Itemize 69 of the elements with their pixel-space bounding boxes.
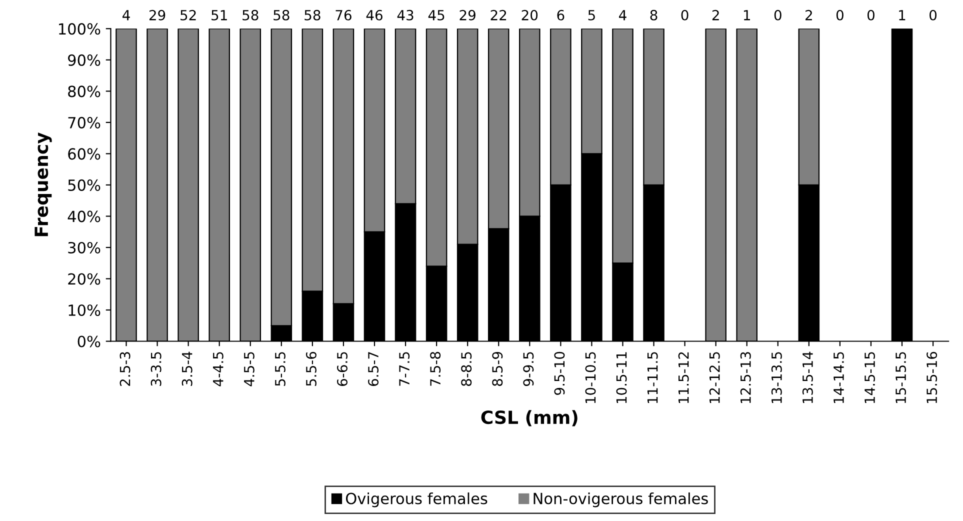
text: 1 [744,10,750,20]
x-tick-label: 9.5-10 [554,352,565,395]
x-tick-label: 10-10.5 [585,352,596,404]
text: 58 [274,10,290,20]
text: 4 [619,10,626,20]
x-tick-label: 6.5-7 [368,352,379,386]
text: 0 [930,10,937,20]
text: 6 [557,10,564,20]
text: 0 [836,10,844,20]
legend-label: Ovigerous females [346,492,488,508]
x-tick-label: 13-13.5 [771,352,782,404]
y-tick-label: 10% [68,304,100,316]
text: 0 [867,10,874,20]
x-tick-label: 12-12.5 [709,352,720,404]
text: 1 [899,10,906,20]
text: 51 [212,10,227,20]
text: 22 [490,10,506,20]
text: 0 [681,10,688,20]
x-tick-label: 11-11.5 [647,352,658,404]
x-tick-label: 3.5-4 [182,352,192,386]
text: 46 [366,10,382,20]
text: 29 [460,10,476,20]
y-tick-label: 30% [68,242,100,254]
x-tick-label: 10.5-11 [616,352,627,404]
x-tick-label: 14.5-15 [864,352,876,404]
y-tick-label: 100% [59,23,100,35]
text: 2 [806,10,812,20]
y-axis-title: Frequency [34,132,52,236]
text: 52 [180,10,196,20]
text: 0 [774,10,782,20]
y-tick-label: 60% [68,148,100,160]
text: 5 [588,10,595,20]
x-tick-label: 5-5.5 [275,352,286,386]
text: 29 [149,10,166,20]
x-tick-label: 11.5-12 [678,352,689,404]
x-tick-label: 4.5-5 [244,352,254,386]
y-tick-label: 50% [68,179,100,191]
x-tick-label: 6-6.5 [336,352,348,386]
legend-label: Non-ovigerous females [534,492,708,508]
y-tick-label: 20% [68,273,100,285]
text: 76 [336,10,352,20]
x-tick-label: 15.5-16 [926,352,938,404]
text: 43 [397,10,414,20]
x-tick-label: 9-9.5 [523,352,534,386]
x-tick-label: 8-8.5 [461,352,472,386]
x-axis-title: CSL (mm) [481,410,578,426]
text: 2 [712,10,719,20]
x-tick-label: 7-7.5 [399,352,410,386]
x-tick-label: 13.5-14 [802,352,813,404]
y-tick-label: 0% [78,336,100,348]
text: 20 [522,10,538,20]
x-tick-label: 7.5-8 [430,352,441,386]
text: 45 [428,10,444,20]
y-tick-label: 70% [68,116,100,128]
x-tick-label: 8.5-9 [492,352,503,386]
text: 58 [304,10,320,20]
x-tick-label: 15-15.5 [896,352,906,404]
x-tick-label: 4-4.5 [213,352,224,386]
x-tick-label: 12.5-13 [740,352,751,404]
x-tick-label: 14-14.5 [834,352,844,404]
text: 58 [242,10,258,20]
text: 8 [650,10,658,20]
y-tick-label: 80% [68,86,100,98]
text: 4 [122,10,130,20]
x-tick-label: 2.5-3 [120,352,130,386]
x-tick-label: 5.5-6 [306,352,316,386]
x-tick-label: 3-3.5 [150,352,162,386]
y-tick-label: 90% [68,54,100,66]
y-tick-label: 40% [68,210,100,222]
